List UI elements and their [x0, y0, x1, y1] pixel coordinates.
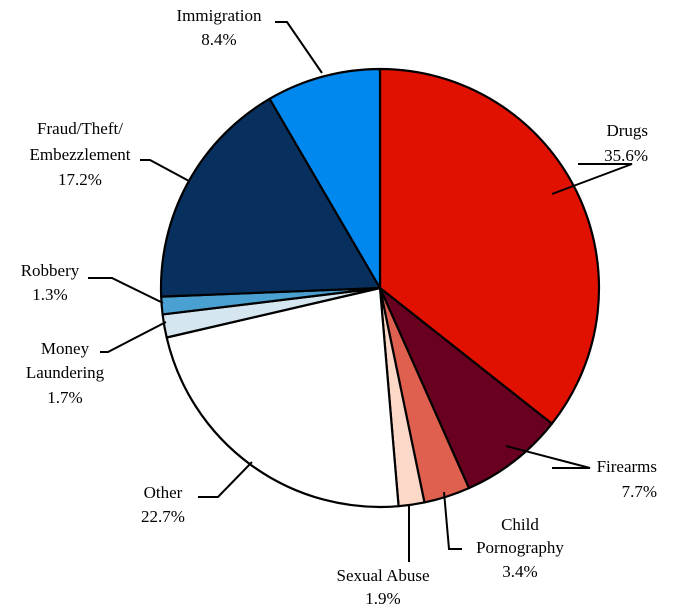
- leader-line-child-pornography: [443, 491, 462, 550]
- leader-line-other: [198, 461, 253, 498]
- pie-slices: [159, 67, 601, 509]
- leader-line-fraud-theft-embezzlement: [140, 159, 190, 182]
- leader-line-money-laundering: [100, 321, 167, 353]
- slice-label-sexual-abuse: Sexual Abuse 1.9%: [336, 566, 429, 608]
- slice-fraud-theft-embezzlement: [159, 97, 382, 298]
- slice-label-firearms: Firearms 7.7%: [597, 457, 657, 501]
- leader-line-robbery: [88, 277, 164, 304]
- slice-firearms: [378, 286, 553, 490]
- slice-label-fraud-theft-embezzlement: Fraud/Theft/Embezzlement 17.2%: [29, 119, 130, 189]
- leader-line-immigration: [275, 21, 323, 74]
- slice-label-child-pornography: Child Pornography 3.4%: [476, 515, 564, 581]
- slice-drugs: [378, 67, 601, 425]
- slice-immigration: [268, 67, 382, 290]
- slice-other: [165, 286, 400, 509]
- slice-label-immigration: Immigration 8.4%: [177, 6, 262, 49]
- slice-label-robbery: Robbery 1.3%: [21, 261, 80, 304]
- leader-lines: [88, 21, 633, 562]
- slice-label-drugs: Drugs 35.6%: [604, 121, 648, 165]
- slice-labels: Drugs 35.6% Firearms 7.7% Child Pornography 3.…: [21, 6, 657, 608]
- slice-label-other: Other 22.7%: [141, 483, 185, 526]
- leader-line-firearms: [505, 445, 591, 469]
- leader-line-drugs: [551, 163, 633, 195]
- slice-label-money-laundering: Money Laundering 1.7%: [26, 339, 105, 407]
